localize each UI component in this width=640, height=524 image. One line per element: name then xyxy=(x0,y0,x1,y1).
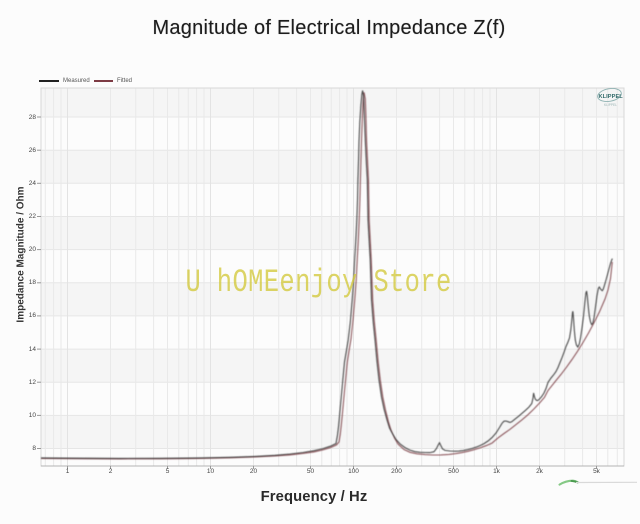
svg-text:KLIPPEL: KLIPPEL xyxy=(604,103,617,107)
svg-text:KLIPPEL: KLIPPEL xyxy=(599,94,624,100)
